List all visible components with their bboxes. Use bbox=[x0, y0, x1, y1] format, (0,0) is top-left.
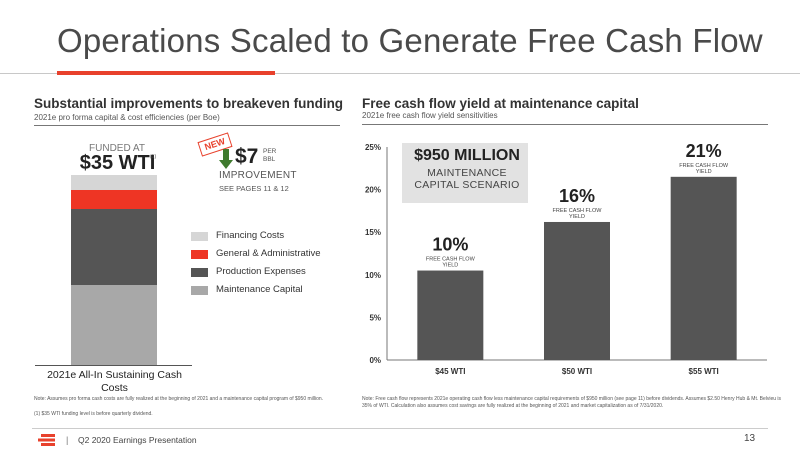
footer-separator: | bbox=[66, 435, 69, 445]
left-footnote: (1) $35 WTI funding level is before quar… bbox=[34, 411, 153, 417]
x-tick-label: $55 WTI bbox=[689, 367, 719, 376]
funded-footnote-marker: (1) bbox=[150, 154, 157, 160]
legend-label: General & Administrative bbox=[216, 248, 321, 259]
legend-label: Maintenance Capital bbox=[216, 284, 303, 295]
y-tick-label: 10% bbox=[365, 271, 381, 280]
y-tick-label: 0% bbox=[369, 356, 381, 365]
legend-swatch bbox=[191, 250, 208, 259]
bar-annotation: YIELD bbox=[696, 169, 712, 175]
y-tick-label: 25% bbox=[365, 143, 381, 152]
funded-value: $35 WTI bbox=[79, 152, 156, 174]
bar-annotation: FREE CASH FLOW bbox=[679, 163, 729, 169]
bar-annotation: YIELD bbox=[569, 214, 585, 220]
y-tick-label: 20% bbox=[365, 186, 381, 195]
scenario-callout-subtitle: MAINTENANCE CAPITAL SCENARIO bbox=[414, 167, 520, 191]
improvement-label: IMPROVEMENT bbox=[219, 170, 297, 181]
bar bbox=[670, 176, 737, 360]
bar bbox=[417, 270, 484, 360]
scenario-callout bbox=[402, 143, 528, 203]
y-tick-label: 15% bbox=[365, 228, 381, 237]
legend-swatch bbox=[191, 268, 208, 277]
bar bbox=[544, 221, 610, 360]
stack-category-label: 2021e All-In Sustaining Cash Costs bbox=[47, 369, 182, 394]
improvement-value: $7 bbox=[235, 145, 259, 168]
bar-annotation: YIELD bbox=[442, 263, 458, 269]
page-title: Operations Scaled to Generate Free Cash … bbox=[57, 22, 763, 59]
company-logo-icon bbox=[37, 433, 57, 446]
stacked-cost-bar bbox=[71, 174, 157, 365]
right-note: Note: Free cash flow represents 2021e op… bbox=[362, 396, 782, 409]
right-heading-rule bbox=[362, 124, 768, 125]
bar-value-label: 10% bbox=[432, 235, 468, 255]
bar-value-label: 16% bbox=[559, 186, 595, 206]
bar-annotation: FREE CASH FLOW bbox=[426, 257, 476, 263]
left-heading-rule bbox=[34, 125, 340, 126]
funded-label: FUNDED AT bbox=[89, 143, 145, 154]
stack-segment-financing-costs bbox=[71, 175, 157, 190]
bar-annotation: FREE CASH FLOW bbox=[553, 208, 603, 214]
stack-segment-production-expenses bbox=[71, 209, 157, 285]
bar-value-label: 21% bbox=[686, 141, 722, 161]
x-tick-label: $50 WTI bbox=[562, 367, 592, 376]
right-heading: Free cash flow yield at maintenance capi… bbox=[362, 96, 639, 111]
left-subheading: 2021e pro forma capital & cost efficienc… bbox=[34, 113, 220, 122]
scenario-callout-title: $950 MILLION bbox=[414, 147, 520, 164]
improvement-reference: SEE PAGES 11 & 12 bbox=[219, 184, 289, 193]
left-heading: Substantial improvements to breakeven fu… bbox=[34, 96, 344, 111]
x-tick-label: $45 WTI bbox=[435, 367, 465, 376]
footer-divider bbox=[32, 428, 768, 429]
stack-segment-maintenance-capital bbox=[71, 285, 157, 365]
fcf-yield-chart: 0% 5% 10% 15% 20% 25% $45 WTI 10% FREE CASH FLOW… bbox=[365, 141, 767, 376]
legend-label: Financing Costs bbox=[216, 230, 285, 241]
legend-label: Production Expenses bbox=[216, 266, 306, 277]
footer-title: Q2 2020 Earnings Presentation bbox=[78, 435, 197, 445]
left-note: Note: Assumes pro forma cash costs are f… bbox=[34, 396, 324, 402]
stack-segment-general-administrative bbox=[71, 190, 157, 209]
y-tick-label: 5% bbox=[369, 313, 381, 322]
title-accent-bar bbox=[57, 71, 275, 75]
down-arrow-icon bbox=[219, 149, 233, 174]
right-subheading: 2021e free cash flow yield sensitivities bbox=[362, 111, 498, 120]
stack-baseline bbox=[35, 365, 192, 366]
legend-swatch bbox=[191, 232, 208, 241]
title-divider bbox=[0, 73, 800, 74]
legend-swatch bbox=[191, 286, 208, 295]
improvement-unit: PER BBL bbox=[263, 148, 277, 163]
page-number: 13 bbox=[744, 433, 756, 444]
